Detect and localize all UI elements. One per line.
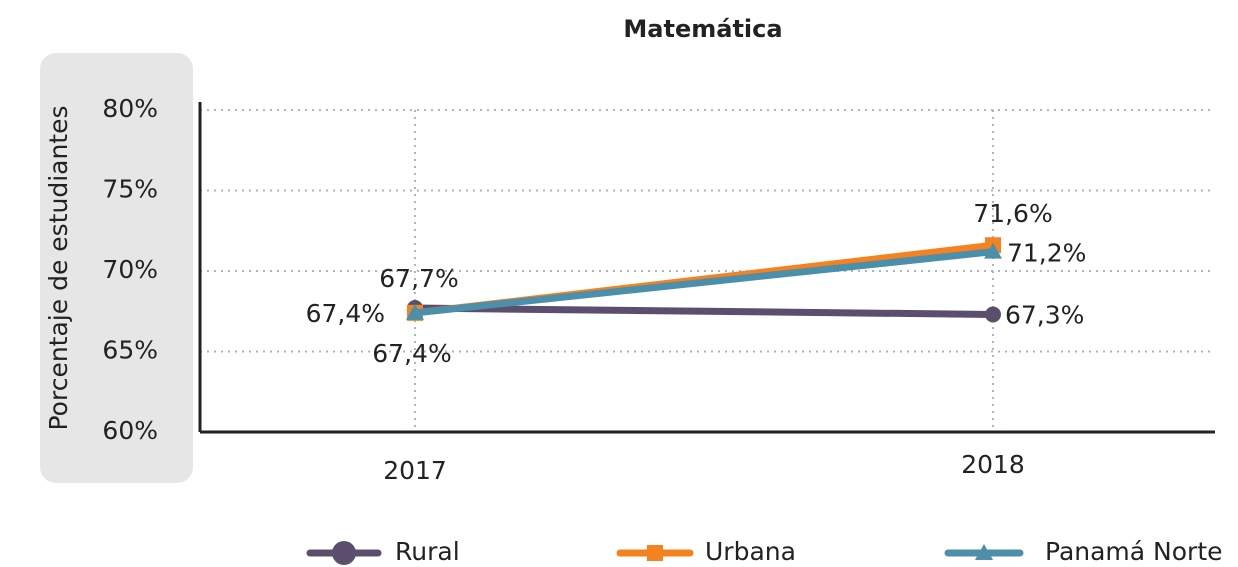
data-point xyxy=(406,303,424,320)
data-label: 67,4% xyxy=(372,339,451,368)
legend-label: Rural xyxy=(395,537,460,566)
data-label: 71,6% xyxy=(973,199,1052,228)
data-point xyxy=(984,242,1002,259)
x-tick-label: 2017 xyxy=(383,456,447,485)
data-label: 67,4% xyxy=(306,299,385,328)
ylabel-box xyxy=(40,53,193,483)
y-tick-label: 60% xyxy=(102,416,158,445)
data-label: 67,7% xyxy=(379,264,458,293)
data-label: 71,2% xyxy=(1007,239,1086,268)
y-tick-label: 75% xyxy=(102,175,158,204)
y-tick-label: 70% xyxy=(102,255,158,284)
data-label: 67,3% xyxy=(1005,300,1084,329)
x-tick-label: 2018 xyxy=(961,450,1025,479)
legend-marker xyxy=(332,541,356,565)
data-point xyxy=(985,306,1001,323)
legend-label: Panamá Norte xyxy=(1045,537,1223,566)
series-line xyxy=(414,304,994,318)
legend-label: Urbana xyxy=(705,537,796,566)
legend-marker xyxy=(647,545,663,561)
y-tick-label: 65% xyxy=(102,336,158,365)
series-line xyxy=(414,248,994,317)
chart-title: Matemática xyxy=(623,15,782,43)
legend-marker xyxy=(975,544,993,560)
y-tick-label: 80% xyxy=(102,94,158,123)
y-axis-label: Porcentaje de estudiantes xyxy=(44,105,73,430)
